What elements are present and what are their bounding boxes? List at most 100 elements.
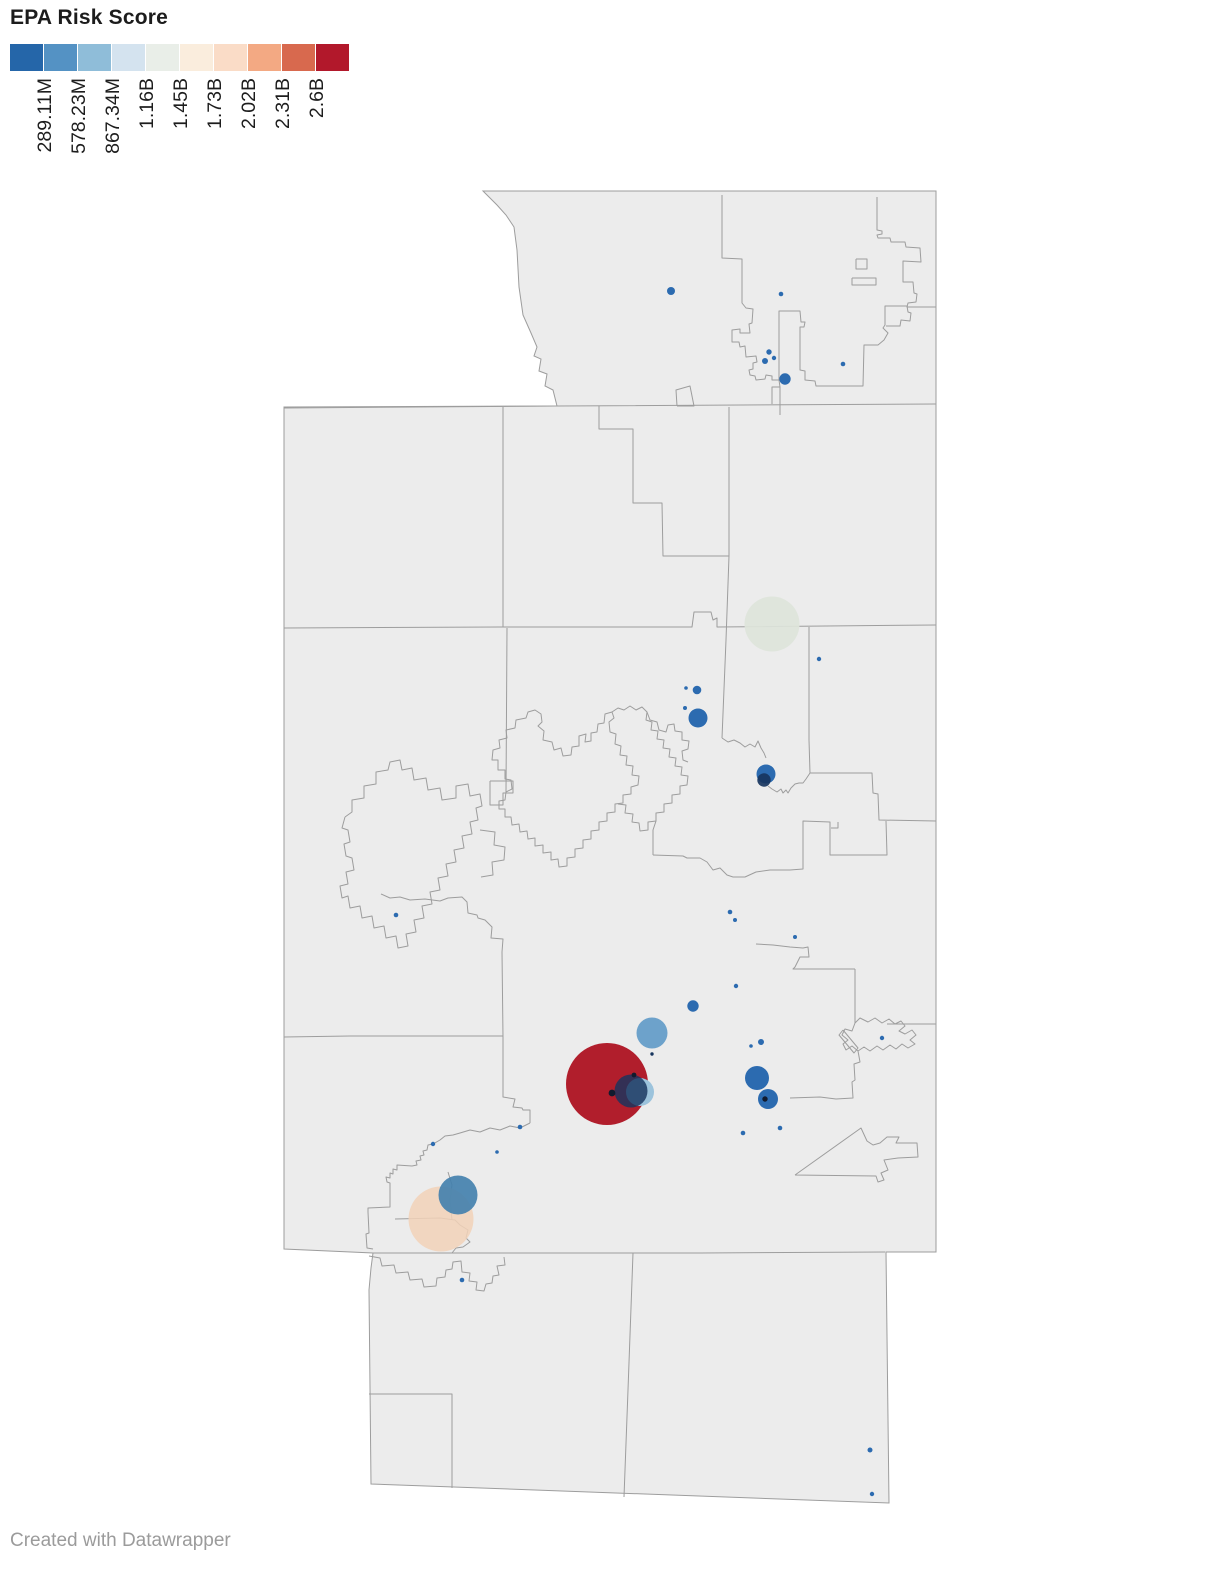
color-legend: 289.11M 578.23M 867.34M 1.16B 1.45B 1.73B 2.02… [10, 44, 349, 154]
symbol-circle[interactable] [740, 1130, 746, 1136]
legend-swatch [44, 44, 77, 71]
legend-swatch [10, 44, 43, 71]
symbol-circle[interactable] [779, 373, 791, 385]
symbol-circle[interactable] [840, 361, 846, 367]
symbol-circle[interactable] [816, 656, 822, 662]
symbol-circle[interactable] [771, 355, 777, 361]
symbol-circle[interactable] [869, 1491, 875, 1497]
symbol-circle[interactable] [687, 1000, 699, 1012]
county-boundary [380, 893, 504, 1038]
county-boundary [646, 711, 690, 763]
county-boundary [505, 627, 508, 793]
symbol-circle[interactable] [636, 1017, 668, 1049]
county-boundary [652, 820, 657, 855]
legend-swatch [180, 44, 213, 71]
legend-swatch [112, 44, 145, 71]
county-boundary [851, 277, 877, 286]
symbol-circle[interactable] [688, 708, 708, 728]
county-boundary [789, 1050, 861, 1100]
map-region [283, 190, 937, 1504]
legend-tick-label: 2.31B [272, 78, 294, 129]
symbol-circle[interactable] [683, 706, 687, 710]
legend-swatch [146, 44, 179, 71]
legend-tick-label: 867.34M [102, 78, 124, 154]
legend-tick-label: 578.23M [68, 78, 90, 154]
county-boundary [611, 705, 689, 832]
symbol-circle[interactable] [758, 1089, 778, 1109]
symbol-circle[interactable] [430, 1141, 436, 1147]
county-boundary [855, 258, 868, 270]
county-boundary [623, 1252, 634, 1498]
symbol-circle[interactable] [733, 918, 737, 922]
legend-swatch [248, 44, 281, 71]
symbol-circle[interactable] [650, 1052, 654, 1056]
symbol-circle[interactable] [766, 349, 772, 355]
symbol-circle[interactable] [684, 686, 688, 690]
page-title: EPA Risk Score [10, 6, 169, 29]
legend-swatch [214, 44, 247, 71]
county-boundary [368, 1255, 506, 1292]
footer-credit: Created with Datawrapper [10, 1530, 231, 1551]
legend-tick-label: 1.45B [170, 78, 192, 129]
county-boundary [339, 759, 483, 949]
symbol-circle[interactable] [517, 1124, 523, 1130]
symbol-circle[interactable] [758, 1039, 764, 1045]
county-boundary [778, 305, 912, 387]
county-boundary [755, 943, 855, 970]
county-boundary [794, 1127, 919, 1183]
county-boundary [721, 737, 767, 759]
symbol-circle[interactable] [438, 1175, 478, 1215]
symbol-circle[interactable] [459, 1277, 465, 1283]
county-boundary [373, 1251, 886, 1254]
symbol-circle[interactable] [745, 1066, 769, 1090]
legend-tick-label: 289.11M [34, 78, 56, 152]
symbol-circle[interactable] [727, 909, 733, 915]
symbol-circle[interactable] [778, 291, 784, 297]
legend-tick-label: 2.6B [306, 78, 328, 118]
symbol-circle[interactable] [631, 1072, 637, 1078]
symbol-circle[interactable] [762, 358, 768, 364]
legend-tick-label: 1.73B [204, 78, 226, 129]
symbol-circle[interactable] [614, 1074, 648, 1108]
county-boundary [283, 611, 937, 629]
symbol-circle[interactable] [757, 773, 771, 787]
legend-swatch [78, 44, 111, 71]
county-boundary [489, 780, 514, 806]
legend-swatch [282, 44, 315, 71]
county-boundary [721, 407, 730, 739]
symbol-circle[interactable] [744, 596, 800, 652]
county-boundary [652, 820, 888, 878]
county-boundary [283, 403, 937, 409]
county-boundary [479, 829, 506, 878]
county-boundary [771, 379, 781, 404]
symbol-circle[interactable] [879, 1035, 885, 1041]
county-boundary [721, 195, 779, 381]
symbol-circle[interactable] [749, 1044, 753, 1048]
county-boundary [767, 772, 811, 794]
symbol-circle[interactable] [667, 287, 675, 295]
legend-swatch [316, 44, 349, 71]
symbol-circle[interactable] [733, 983, 739, 989]
county-boundary [808, 627, 937, 822]
county-boundary [831, 822, 839, 829]
county-boundary [369, 1393, 453, 1488]
symbol-circle[interactable] [777, 1125, 783, 1131]
county-boundary [876, 197, 936, 308]
county-boundary [841, 1017, 917, 1052]
legend-tick-label: 1.16B [136, 78, 158, 129]
county-boundary [675, 385, 695, 407]
symbol-circle[interactable] [495, 1150, 499, 1154]
county-boundary [598, 406, 729, 557]
symbol-circle[interactable] [793, 935, 797, 939]
symbol-circle[interactable] [867, 1447, 873, 1453]
symbol-circle[interactable] [608, 1089, 616, 1097]
legend-tick-label: 2.02B [238, 78, 260, 129]
symbol-circle[interactable] [692, 685, 702, 695]
county-boundary [838, 1029, 859, 1054]
symbol-circle[interactable] [762, 1096, 768, 1102]
symbol-circle[interactable] [393, 912, 399, 918]
county-boundary [491, 709, 640, 868]
county-boundary [365, 1122, 531, 1250]
county-boundary [283, 1035, 503, 1038]
